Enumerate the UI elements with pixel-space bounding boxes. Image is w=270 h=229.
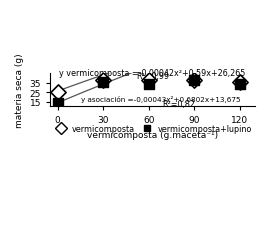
Point	[147, 83, 151, 87]
Point	[101, 81, 105, 85]
Point	[56, 91, 60, 95]
Text: y vermicomposta =-0,00042x²+0,59x+26,265: y vermicomposta =-0,00042x²+0,59x+26,265	[59, 68, 246, 77]
Legend: vermicomposta, vermicomposta+lupino: vermicomposta, vermicomposta+lupino	[50, 121, 255, 137]
Point	[56, 102, 60, 106]
Point	[238, 83, 242, 86]
Point	[101, 79, 105, 83]
X-axis label: vermicomposta (g.maceta⁻¹): vermicomposta (g.maceta⁻¹)	[87, 130, 218, 139]
Point	[147, 78, 151, 82]
Point	[238, 81, 242, 85]
Y-axis label: materia seca (g): materia seca (g)	[15, 53, 24, 128]
Text: y asociación =-0,00043x²+0,6802x+13,675: y asociación =-0,00043x²+0,6802x+13,675	[81, 95, 241, 103]
Point	[192, 79, 197, 83]
Point	[192, 78, 197, 82]
Text: R²=0,99: R²=0,99	[136, 72, 169, 81]
Text: R²=0,82: R²=0,82	[163, 99, 195, 108]
